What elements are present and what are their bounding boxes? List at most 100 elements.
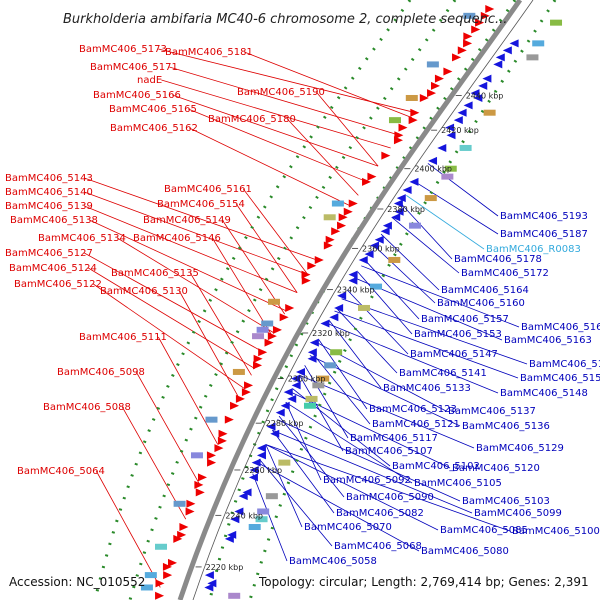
- reverse-gene-mark: [382, 221, 392, 230]
- leader-line: [265, 444, 439, 531]
- forward-gene-mark: [285, 303, 295, 312]
- leader-line: [361, 265, 520, 328]
- gene-label-reverse: BamMC406_5163: [504, 335, 592, 346]
- reverse-gene-mark: [291, 374, 301, 383]
- feature-box: [405, 94, 418, 101]
- feature-box: [248, 524, 261, 531]
- reverse-gene-mark: [320, 319, 330, 328]
- tick-label: 2400 kbp: [414, 165, 452, 174]
- feature-box: [526, 54, 539, 61]
- leader-line: [242, 188, 309, 275]
- forward-gene-mark: [471, 25, 481, 34]
- reverse-gene-mark: [307, 348, 317, 357]
- gene-label-reverse: BamMC406_5148: [500, 388, 588, 399]
- forward-gene-mark: [434, 74, 444, 83]
- gene-label-reverse: BamMC406_5105: [414, 478, 502, 489]
- leader-line: [244, 51, 413, 119]
- genome-backbone: [177, 0, 523, 600]
- reverse-gene-mark: [348, 270, 358, 279]
- gene-label-reverse: BamMC406_5160: [437, 298, 525, 309]
- leader-line: [328, 320, 382, 389]
- forward-gene-mark: [419, 93, 429, 102]
- leader-line: [391, 216, 460, 274]
- feature-box: [444, 165, 457, 172]
- feature-box: [255, 516, 268, 523]
- leader-line: [95, 470, 161, 588]
- tick-label: 2300 kbp: [288, 375, 326, 384]
- forward-gene-mark: [348, 199, 358, 208]
- reverse-gene-mark: [256, 444, 266, 453]
- gene-label-forward: BamMC406_5171: [90, 62, 178, 73]
- leader-line: [89, 219, 287, 312]
- gene-label-reverse: BamMC406_5121: [372, 419, 460, 430]
- gene-label-forward: BamMC406_5138: [10, 215, 98, 226]
- gene-label-forward: BamMC406_5149: [143, 215, 231, 226]
- gene-label-forward: BamMC406_5146: [133, 233, 221, 244]
- feature-box: [305, 395, 318, 402]
- leader-line: [117, 237, 275, 334]
- leader-line: [287, 118, 359, 196]
- forward-gene-mark: [338, 213, 348, 222]
- reverse-gene-mark: [402, 185, 412, 194]
- reverse-gene-mark: [230, 515, 240, 524]
- gene-label-reverse: BamMC406_5155: [520, 373, 600, 384]
- feature-box: [228, 592, 241, 599]
- reverse-gene-mark: [207, 579, 217, 588]
- forward-gene-mark: [301, 270, 311, 279]
- leader-line: [311, 351, 371, 425]
- forward-gene-mark: [272, 325, 282, 334]
- reverse-gene-mark: [393, 199, 403, 208]
- reverse-gene-mark: [295, 367, 305, 376]
- gene-label-reverse: BamMC406_5092: [323, 475, 411, 486]
- leader-line: [157, 336, 219, 445]
- forward-gene-mark: [393, 136, 403, 145]
- gene-label-reverse: BamMC406_5103: [462, 496, 550, 507]
- feature-box: [303, 402, 316, 409]
- reverse-gene-mark: [266, 422, 276, 431]
- forward-gene-mark: [258, 348, 268, 357]
- reverse-gene-mark: [394, 207, 404, 216]
- forward-gene-mark: [155, 579, 165, 588]
- leader-line: [188, 108, 368, 183]
- leader-line: [304, 365, 349, 439]
- leader-line: [380, 233, 440, 291]
- feature-box: [173, 500, 186, 507]
- feature-box: [144, 572, 157, 579]
- reverse-gene-mark: [329, 313, 339, 322]
- leader-line: [161, 79, 391, 149]
- feature-box: [388, 117, 401, 124]
- gene-label-forward: BamMC406_5162: [110, 123, 198, 134]
- leader-line: [318, 339, 368, 410]
- reverse-gene-mark: [248, 473, 258, 482]
- gene-label-forward: BamMC406_5122: [14, 279, 102, 290]
- forward-gene-mark: [463, 32, 473, 41]
- forward-gene-mark: [325, 235, 335, 244]
- reverse-gene-mark: [234, 507, 244, 516]
- gene-label-reverse: BamMC406_5082: [336, 508, 424, 519]
- leader-line: [278, 415, 345, 498]
- forward-gene-mark: [307, 261, 317, 270]
- leader-line: [346, 289, 409, 355]
- leader-line: [285, 402, 322, 481]
- tick-label: 2280 kbp: [266, 419, 304, 428]
- forward-gene-mark: [253, 354, 263, 363]
- reverse-gene-mark: [502, 46, 512, 55]
- reverse-gene-mark: [409, 177, 419, 186]
- forward-gene-mark: [279, 313, 289, 322]
- forward-gene-mark: [218, 429, 228, 438]
- forward-gene-mark: [241, 388, 251, 397]
- feature-box: [257, 508, 270, 515]
- tick-label: 2240 kbp: [225, 511, 263, 520]
- feature-box: [483, 109, 496, 116]
- gene-label-reverse: BamMC406_5117: [350, 433, 438, 444]
- reverse-gene-mark: [445, 123, 455, 132]
- reverse-gene-mark: [446, 131, 456, 140]
- feature-box: [205, 416, 218, 423]
- gene-label-reverse: BamMC406_5090: [346, 492, 434, 503]
- forward-gene-mark: [179, 523, 189, 532]
- reverse-gene-mark: [473, 93, 483, 102]
- feature-box: [463, 12, 476, 19]
- leader-line: [211, 237, 273, 337]
- feature-box: [424, 195, 437, 202]
